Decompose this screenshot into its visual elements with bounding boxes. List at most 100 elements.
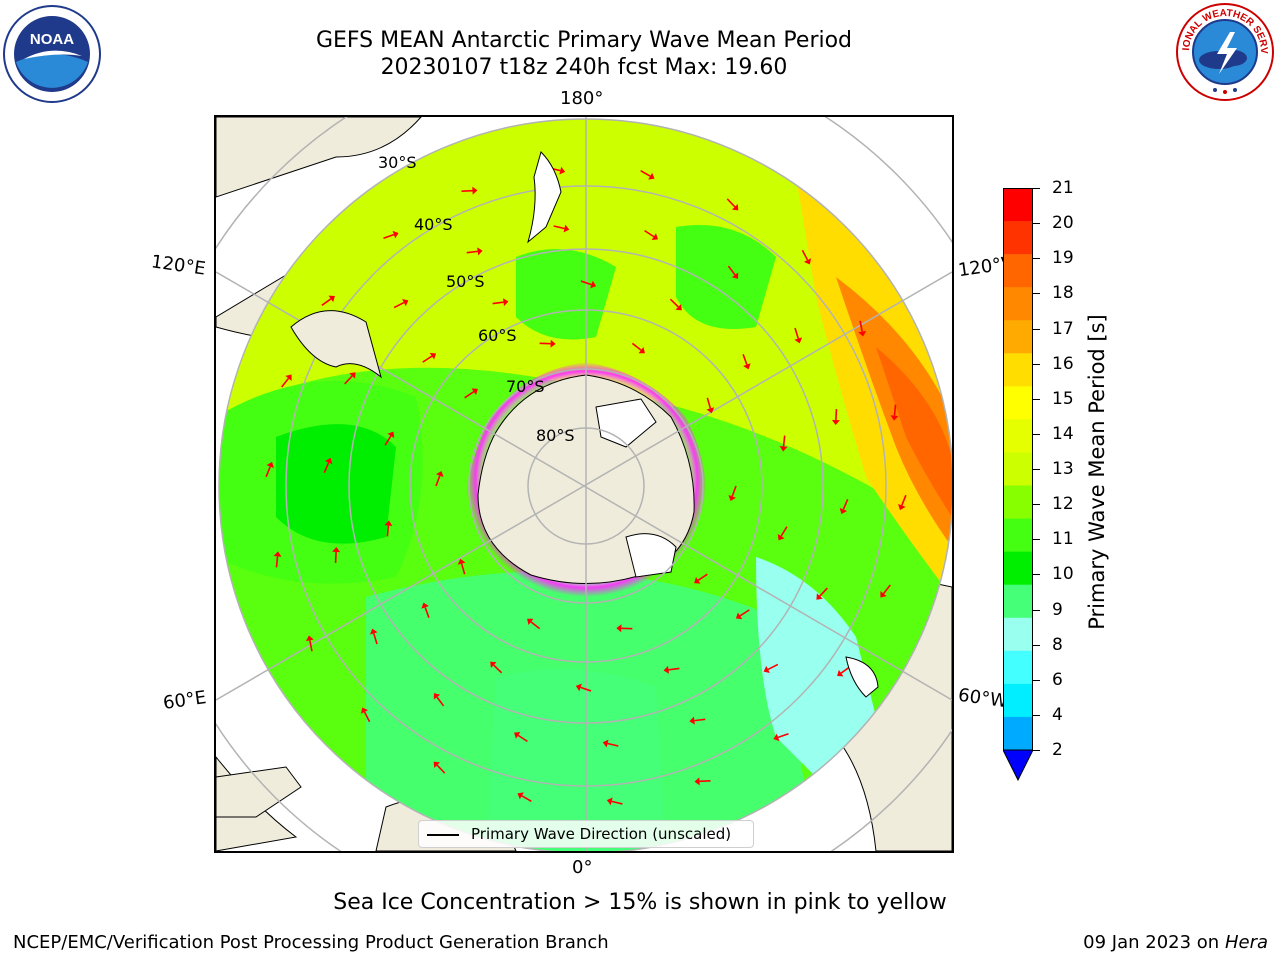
- wave-direction-arrowhead: [457, 558, 466, 565]
- wave-direction-arrowhead: [517, 792, 524, 800]
- colorbar-tick-mark: [1033, 363, 1040, 365]
- noaa-logo-text: NOAA: [30, 31, 74, 48]
- wave-direction-arrowhead: [689, 716, 695, 725]
- colorbar-tick-mark: [1033, 644, 1040, 646]
- colorbar-tick-mark: [1033, 714, 1040, 716]
- wave-direction-arrowhead: [527, 618, 534, 626]
- wave-direction-arrow: [435, 475, 441, 487]
- wave-direction-arrowhead: [858, 330, 867, 337]
- lat-label-80s: 80°S: [536, 426, 575, 445]
- wave-direction-arrow: [739, 609, 750, 617]
- wave-direction-arrow: [607, 742, 619, 747]
- colorbar-swatch: [1003, 287, 1033, 321]
- lon-label-120e: 120°E: [149, 251, 207, 280]
- wave-direction-arrowhead: [880, 591, 887, 598]
- wave-direction-arrow: [694, 718, 706, 722]
- wave-direction-arrowhead: [779, 446, 788, 452]
- lat-label-70s: 70°S: [506, 377, 545, 396]
- colorbar-swatch: [1003, 320, 1033, 354]
- colorbar-tick-label: 2: [1052, 740, 1063, 760]
- lat-label-60s: 60°S: [478, 326, 517, 345]
- wave-direction-arrow: [726, 198, 736, 208]
- colorbar-tick-label: 8: [1052, 634, 1063, 655]
- wave-direction-arrowhead: [890, 415, 899, 421]
- colorbar-tick-label: 11: [1052, 529, 1074, 550]
- wave-direction-arrow: [384, 435, 392, 446]
- wave-direction-arrowhead: [663, 665, 670, 674]
- wave-direction-arrowhead: [502, 298, 509, 307]
- wave-direction-arrowhead: [763, 665, 770, 673]
- wave-direction-arrow: [363, 711, 371, 723]
- wave-direction-arrowhead: [731, 204, 739, 211]
- wave-direction-arrowhead: [651, 233, 658, 240]
- wave-direction-arrow: [882, 584, 891, 595]
- colorbar-tick-label: 9: [1052, 599, 1063, 620]
- wave-direction-arrowhead: [794, 337, 803, 344]
- wave-direction-arrow: [780, 526, 788, 537]
- wave-direction-arrow: [464, 391, 475, 399]
- wave-direction-arrow: [321, 298, 332, 306]
- colorbar-tick-mark: [1033, 258, 1040, 260]
- wave-direction-arrowhead: [392, 230, 399, 239]
- colorbar-swatch: [1003, 452, 1033, 487]
- wave-direction-arrowhead: [773, 733, 780, 742]
- wave-direction-arrowhead: [490, 661, 497, 668]
- land-falklands: [845, 656, 879, 698]
- run-date: 09 Jan 2023 on: [1083, 932, 1225, 953]
- colorbar-tick-label: 4: [1052, 704, 1063, 725]
- wave-direction-arrowhead: [648, 172, 655, 180]
- wave-direction-arrowhead: [694, 777, 700, 786]
- wave-direction-arrow: [580, 686, 592, 692]
- colorbar-tick-label: 18: [1052, 283, 1074, 304]
- wave-direction-arrow: [281, 377, 290, 388]
- wave-direction-arrow: [669, 298, 679, 308]
- wave-direction-arrowhead: [285, 374, 292, 381]
- colorbar-swatch: [1003, 254, 1033, 288]
- noaa-logo: NOAA: [2, 4, 102, 104]
- wave-direction-arrowhead: [735, 612, 743, 620]
- wave-direction-arrow: [801, 249, 809, 261]
- colorbar-tick-label: 16: [1052, 353, 1074, 374]
- wave-direction-arrow: [323, 462, 330, 473]
- colorbar-swatch: [1003, 617, 1033, 652]
- legend-label: Primary Wave Direction (unscaled): [471, 825, 732, 843]
- wave-direction-arrow: [553, 225, 565, 230]
- wave-direction-arrowhead: [743, 363, 751, 370]
- lon-label-60e: 60°E: [161, 687, 208, 714]
- wave-direction-arrowhead: [387, 431, 395, 438]
- date-host-text: 09 Jan 2023 on Hera: [1083, 932, 1268, 953]
- wave-direction-arrow: [309, 640, 313, 652]
- lon-label-60w: 60°W: [956, 684, 1009, 713]
- wave-direction-arrow: [493, 664, 503, 674]
- wave-direction-arrowhead: [694, 576, 701, 584]
- wave-direction-arrow: [492, 301, 504, 305]
- colorbar-swatch: [1003, 551, 1033, 586]
- colorbar-swatch: [1003, 683, 1033, 718]
- wave-direction-arrowhead: [429, 352, 437, 360]
- wave-direction-arrowhead: [436, 470, 444, 478]
- colorbar-tick-label: 12: [1052, 494, 1074, 515]
- colorbar-tick-mark: [1033, 188, 1040, 189]
- lon-label-180: 180°: [560, 88, 604, 109]
- map-legend: Primary Wave Direction (unscaled): [418, 820, 754, 848]
- wave-direction-arrowhead: [402, 299, 409, 307]
- colorbar-swatch: [1003, 650, 1033, 685]
- colorbar-swatch: [1003, 485, 1033, 520]
- wave-direction-arrow: [461, 189, 473, 193]
- polar-map: 30°S 40°S 50°S 60°S 70°S 80°S Primary Wa…: [214, 115, 954, 853]
- wave-direction-arrow: [344, 375, 353, 385]
- colorbar-tick-mark: [1033, 609, 1040, 611]
- wave-direction-arrowhead: [731, 272, 739, 279]
- wave-direction-arrow: [893, 404, 897, 416]
- wave-direction-arrow: [731, 485, 737, 497]
- wave-direction-arrow: [517, 734, 528, 743]
- wave-direction-arrowhead: [273, 551, 282, 557]
- wave-direction-arrow: [697, 573, 708, 581]
- wave-direction-arrow: [699, 779, 711, 783]
- wave-direction-arrowhead: [602, 739, 609, 748]
- wave-direction-arrow: [782, 435, 786, 447]
- wave-direction-arrow: [819, 587, 828, 597]
- wave-direction-arrowhead: [563, 224, 570, 233]
- colorbar-tick-mark: [1033, 398, 1040, 400]
- wave-direction-arrowhead: [638, 346, 645, 354]
